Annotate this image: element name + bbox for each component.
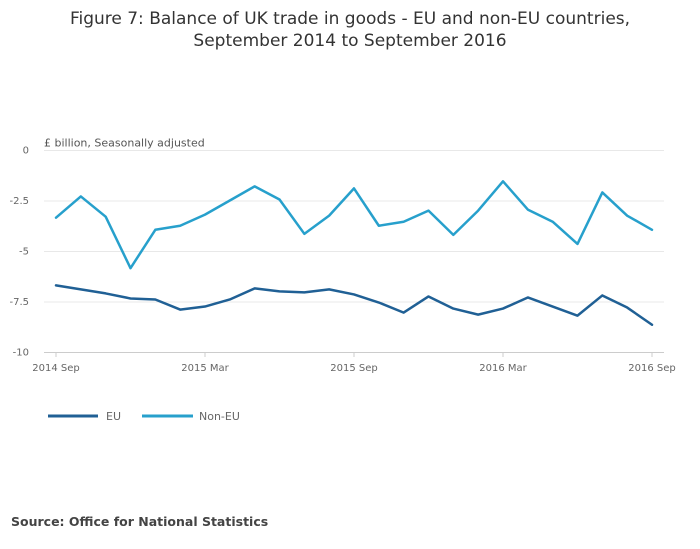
- x-axis-ticks: 2014 Sep 2015 Mar 2015 Sep 2016 Mar 2016 Sep: [32, 352, 676, 374]
- x-tick-label: 2016 Sep: [628, 363, 675, 374]
- y-tick-label: -10: [13, 348, 29, 359]
- x-tick-label: 2015 Sep: [330, 363, 377, 374]
- source-note: Source: Office for National Statistics: [11, 514, 268, 529]
- series-line-eu: [54, 284, 654, 326]
- y-tick-label: -2.5: [9, 196, 29, 207]
- series-line-non-eu: [54, 180, 654, 270]
- legend-label-non-eu: Non-EU: [199, 410, 240, 423]
- y-axis-ticks: 0 -2.5 -5 -7.5 -10: [9, 146, 29, 359]
- y-tick-label: 0: [23, 146, 29, 157]
- grid: [44, 150, 664, 303]
- x-tick-label: 2014 Sep: [32, 363, 79, 374]
- chart-title: Figure 7: Balance of UK trade in goods -…: [70, 9, 630, 29]
- y-axis-label: £ billion, Seasonally adjusted: [44, 137, 205, 150]
- series: [54, 180, 654, 326]
- legend-label-eu: EU: [106, 410, 121, 423]
- x-tick-label: 2015 Mar: [181, 363, 229, 374]
- x-tick-label: 2016 Mar: [479, 363, 527, 374]
- legend: EU Non-EU: [48, 410, 240, 423]
- chart-subtitle: September 2014 to September 2016: [193, 31, 506, 51]
- y-tick-label: -7.5: [9, 297, 29, 308]
- y-tick-label: -5: [19, 247, 29, 258]
